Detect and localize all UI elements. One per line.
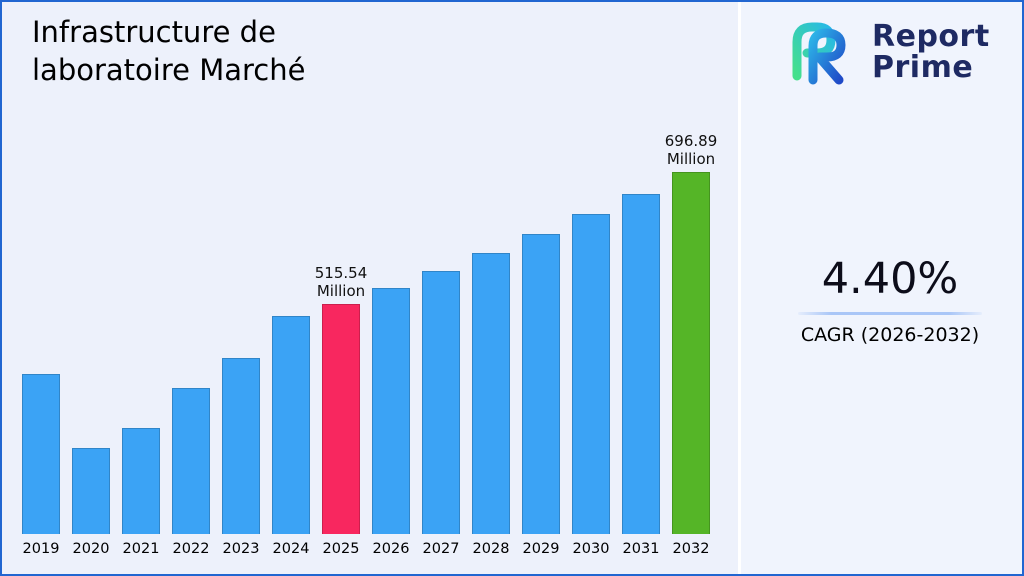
- bar-column-2021: 2021: [122, 427, 160, 558]
- bar-column-2024: 2024: [272, 315, 310, 558]
- bar-2025: [322, 304, 360, 534]
- bar-column-2030: 2030: [572, 214, 610, 558]
- page-title: Infrastructure de laboratoire Marché: [32, 15, 306, 87]
- bar-column-2026: 2026: [372, 287, 410, 558]
- bar-2027: [422, 270, 460, 534]
- bar-2023: [222, 357, 260, 534]
- bar-column-2023: 2023: [222, 357, 260, 558]
- bar-2020: [72, 448, 110, 534]
- bar-2031: [622, 193, 660, 534]
- bar-column-2029: 2029: [522, 233, 560, 558]
- bar-column-2019: 2019: [22, 373, 60, 558]
- bar-2030: [572, 214, 610, 534]
- bar-column-2032: 696.89 Million 2032: [665, 132, 718, 558]
- logo-icon: [792, 22, 846, 85]
- bar-2021: [122, 427, 160, 534]
- bar-2026: [372, 287, 410, 534]
- cagr-label: CAGR (2026-2032): [800, 324, 980, 346]
- x-tick-2025: 2025: [322, 541, 360, 557]
- bar-2019: [22, 373, 60, 534]
- right-panel-background: [741, 2, 1022, 574]
- bar-column-2027: 2027: [422, 270, 460, 559]
- x-tick-2019: 2019: [22, 541, 60, 557]
- x-tick-2028: 2028: [472, 541, 510, 557]
- vertical-divider: [738, 2, 741, 574]
- logo-text-line2: Prime: [872, 50, 974, 85]
- bar-value-label-2025: 515.54 Million: [314, 264, 368, 301]
- x-tick-2026: 2026: [372, 541, 410, 557]
- cagr-block: 4.40% CAGR (2026-2032): [792, 254, 988, 346]
- bar-column-2020: 2020: [72, 448, 110, 558]
- x-tick-2021: 2021: [122, 541, 160, 557]
- bar-value-label-2032: 696.89 Million: [664, 132, 718, 169]
- x-tick-2027: 2027: [422, 541, 460, 557]
- bar-column-2028: 2028: [472, 252, 510, 559]
- bar-2029: [522, 233, 560, 534]
- bar-column-2025: 515.54 Million 2025: [315, 264, 368, 558]
- x-tick-2029: 2029: [522, 541, 560, 557]
- x-tick-2020: 2020: [72, 541, 110, 557]
- bar-2032: [672, 172, 710, 534]
- report-prime-logo: Report Prime: [780, 12, 990, 92]
- bar-2022: [172, 388, 210, 534]
- x-tick-2023: 2023: [222, 541, 260, 557]
- bar-2024: [272, 315, 310, 534]
- x-tick-2032: 2032: [672, 541, 710, 557]
- bar-column-2022: 2022: [172, 388, 210, 558]
- bar-2028: [472, 252, 510, 534]
- bar-column-2031: 2031: [622, 193, 660, 558]
- logo-text-line1: Report: [872, 18, 990, 54]
- x-tick-2031: 2031: [622, 541, 660, 557]
- logo-text: Report Prime: [872, 18, 990, 85]
- x-tick-2030: 2030: [572, 541, 610, 557]
- cagr-value: 4.40%: [821, 254, 959, 304]
- cagr-underline: [798, 312, 982, 315]
- x-tick-2024: 2024: [272, 541, 310, 557]
- x-tick-2022: 2022: [172, 541, 210, 557]
- bar-chart: 2019 2020 2021 2022 2023 2024 515.54 Million 20…: [22, 132, 718, 559]
